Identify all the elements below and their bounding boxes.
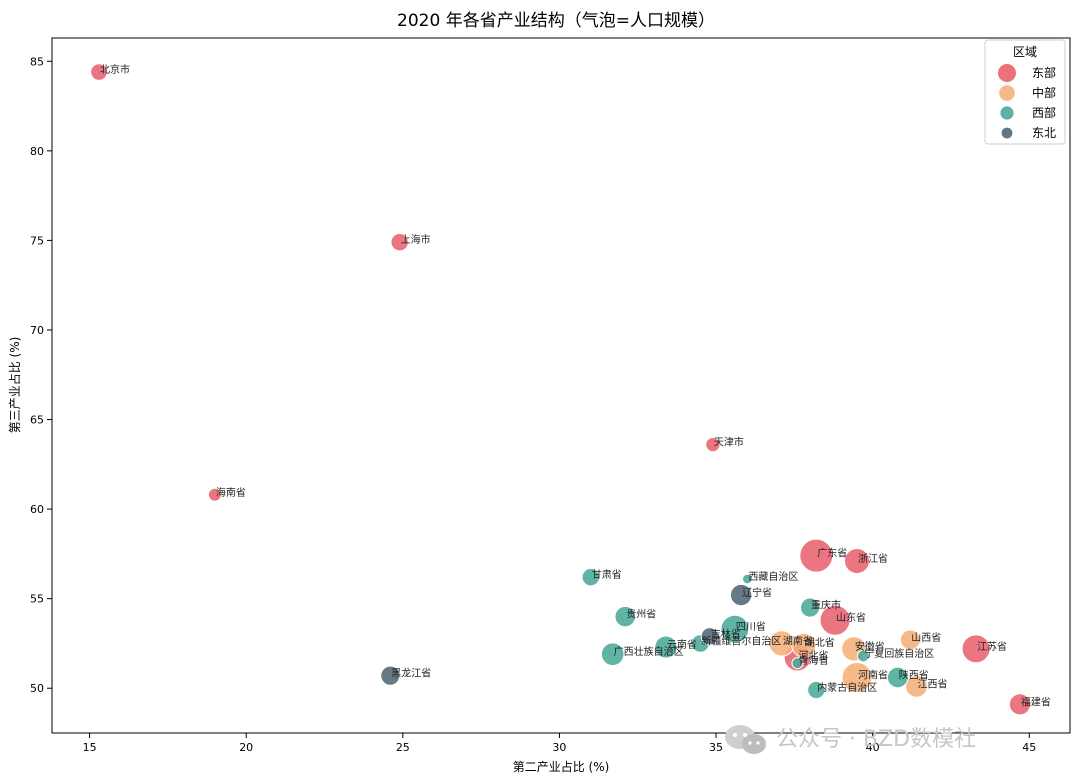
bubble-point [886, 666, 909, 689]
bubble-label: 四川省 [736, 620, 766, 633]
bubble-point [1008, 693, 1031, 716]
chart-title: 2020 年各省产业结构（气泡=人口规模） [397, 11, 715, 31]
plot-area [51, 37, 1071, 734]
legend-label: 中部 [1032, 85, 1056, 100]
bubble-point [705, 436, 721, 453]
bubble-label: 安徽省 [855, 640, 885, 653]
bubble-label: 甘肃省 [592, 568, 622, 581]
bubble-point [390, 232, 409, 252]
x-tick-label: 30 [552, 741, 566, 754]
bubble-label: 山西省 [911, 631, 941, 644]
y-tick-label: 55 [30, 593, 44, 606]
bubble-label: 贵州省 [626, 608, 656, 621]
bubble-label: 内蒙古自治区 [817, 681, 877, 694]
bubble-point [720, 614, 750, 644]
x-tick-label: 35 [709, 741, 723, 754]
bubble-label: 河北省 [798, 649, 828, 662]
bubble-label: 湖南省 [783, 634, 813, 647]
bubble-point [799, 597, 821, 618]
x-tick-label: 45 [1022, 741, 1036, 754]
bubble-label: 西藏自治区 [748, 570, 798, 583]
bubble-label: 黑龙江省 [391, 667, 431, 680]
bubble-point [654, 635, 678, 659]
bubble-label: 辽宁省 [742, 586, 772, 599]
bubble-label: 新疆维吾尔自治区 [701, 634, 781, 647]
wechat-icon [725, 725, 766, 754]
bubble-point [729, 583, 753, 607]
bubble-label: 海南省 [216, 486, 246, 499]
y-tick-label: 70 [30, 324, 44, 337]
bubble-point [819, 604, 851, 636]
legend-title: 区域 [1013, 45, 1037, 59]
y-axis-ticks: 50 55 60 65 70 75 80 85 [30, 55, 52, 695]
bubble-label: 山东省 [836, 611, 866, 624]
bubble-point [856, 649, 870, 663]
bubble-label: 青海省 [798, 654, 828, 667]
bubble-label: 北京市 [100, 63, 130, 76]
watermark-text: 公众号 · BZD数模社 [776, 727, 976, 752]
x-axis-label: 第二产业占比 (%) [513, 759, 610, 774]
x-tick-label: 40 [866, 741, 880, 754]
bubble-point [799, 538, 834, 573]
bubble-label: 湖北省 [805, 636, 835, 649]
bubble-point [207, 487, 222, 502]
legend-marker [999, 85, 1015, 101]
x-tick-label: 15 [83, 741, 97, 754]
bubble-label: 河南省 [858, 668, 888, 681]
y-tick-label: 60 [30, 503, 44, 516]
y-axis-label: 第三产业占比 (%) [7, 337, 22, 434]
bubble-label: 陕西省 [899, 668, 929, 681]
bubble-label: 广东省 [817, 547, 847, 560]
x-tick-label: 25 [396, 741, 410, 754]
legend-label: 西部 [1032, 105, 1056, 120]
bubble-point [700, 627, 719, 646]
bubble-point [905, 675, 928, 698]
bubble-point [841, 662, 873, 693]
legend-label: 东部 [1032, 65, 1056, 80]
bubble-label: 江苏省 [977, 640, 1007, 653]
bubble-point [90, 63, 108, 81]
bubble-label: 上海市 [401, 233, 431, 246]
bubble-label: 天津市 [714, 436, 744, 449]
bubble-point [791, 632, 817, 658]
watermark: 公众号 · BZD数模社 [725, 725, 976, 754]
x-axis-ticks: 15 20 25 30 35 40 45 [83, 733, 1036, 754]
legend-marker [1001, 127, 1013, 139]
bubble-label: 云南省 [667, 638, 697, 651]
bubble-series [90, 63, 1031, 716]
bubble-label: 宁夏回族自治区 [864, 647, 934, 660]
legend-marker [998, 64, 1016, 82]
y-tick-label: 50 [30, 682, 44, 695]
bubble-label: 江西省 [918, 677, 948, 690]
bubble-point [899, 629, 921, 651]
bubble-label: 吉林省 [711, 627, 741, 640]
y-tick-label: 65 [30, 414, 44, 427]
x-tick-label: 20 [239, 741, 253, 754]
bubble-label: 浙江省 [858, 552, 888, 565]
y-tick-label: 75 [30, 234, 44, 247]
bubble-point [791, 657, 804, 670]
bubble-point [380, 665, 401, 686]
y-tick-label: 80 [30, 145, 44, 158]
bubble-point [961, 634, 991, 664]
bubble-point [807, 680, 826, 700]
bubble-point [614, 605, 636, 628]
bubble-label: 重庆市 [811, 599, 841, 612]
bubble-point [600, 642, 625, 667]
bubble-point [843, 548, 871, 575]
legend-marker [1000, 106, 1014, 120]
legend-label: 东北 [1032, 126, 1056, 140]
bubble-label: 广西壮族自治区 [614, 645, 684, 658]
y-tick-label: 85 [30, 55, 44, 68]
bubble-label: 福建省 [1021, 695, 1051, 708]
bubble-point [741, 573, 753, 585]
bubble-point [581, 567, 600, 587]
